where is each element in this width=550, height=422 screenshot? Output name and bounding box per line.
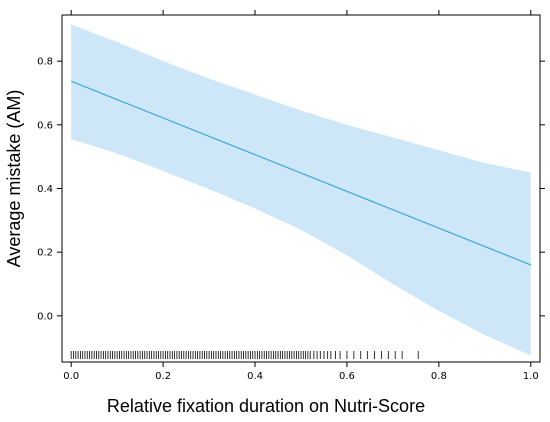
y-tick-label: 0.8 — [37, 57, 53, 68]
rug-layer — [70, 351, 419, 359]
y-tick-label: 0.6 — [37, 120, 53, 131]
axes-layer — [57, 10, 545, 367]
confidence-band — [71, 24, 531, 356]
x-tick-label: 1.0 — [523, 371, 539, 382]
y-tick-label: 0.4 — [37, 184, 53, 195]
confidence-band-layer — [71, 24, 531, 356]
x-tick-label: 0.8 — [431, 371, 447, 382]
x-tick-label: 0.4 — [247, 371, 263, 382]
x-axis-title: Relative fixation duration on Nutri-Scor… — [107, 396, 425, 416]
y-axis-title: Average mistake (AM) — [4, 90, 24, 268]
y-tick-label: 0.0 — [37, 311, 53, 322]
tick-label-layer: 0.0 0.2 0.4 0.6 0.8 1.0 0.0 0.2 0.4 0.6 0.8 — [37, 57, 539, 382]
fit-line-layer — [70, 80, 532, 266]
y-tick-label: 0.2 — [37, 248, 53, 259]
x-tick-label: 0.6 — [339, 371, 355, 382]
fit-line — [70, 80, 532, 266]
x-tick-label: 0.0 — [63, 371, 79, 382]
x-tick-label: 0.2 — [155, 371, 171, 382]
